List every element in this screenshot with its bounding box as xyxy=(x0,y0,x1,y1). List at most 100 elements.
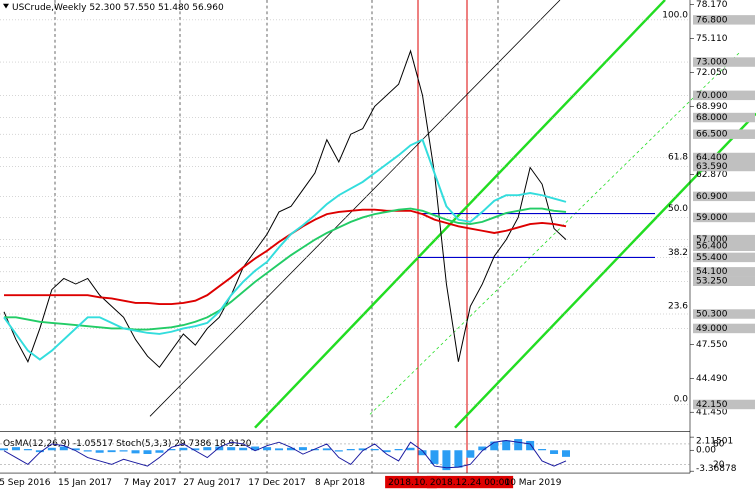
chart-title: USCrude,Weekly 52.300 57.550 51.480 56.9… xyxy=(12,3,224,13)
osma-bar xyxy=(191,448,200,451)
level-label: 66.500 xyxy=(696,130,727,140)
osma-bar xyxy=(167,449,176,451)
level-box xyxy=(693,161,755,172)
x-tick-label: 25 Sep 2016 xyxy=(0,478,51,488)
moving-average xyxy=(4,208,567,305)
level-box xyxy=(693,112,755,123)
y-tick-label: 41.450 xyxy=(696,408,727,418)
x-tick-label: 8 Apr 2018 xyxy=(315,478,365,488)
osma-bar xyxy=(227,447,236,451)
osma-bar xyxy=(466,450,475,458)
osma-bar xyxy=(59,446,68,451)
level-label: 73.000 xyxy=(696,58,727,68)
osma-bar xyxy=(538,449,547,451)
osma-bar xyxy=(346,449,355,451)
y-tick-label: 62.870 xyxy=(696,170,727,180)
x-tick-label: 15 Jan 2017 xyxy=(58,478,112,488)
osma-bar xyxy=(107,450,116,453)
moving-average xyxy=(3,138,567,361)
osma-bar xyxy=(418,450,427,456)
osma-tick-label: 0.00 xyxy=(696,446,716,456)
x-tick-label: 2018.10.0 xyxy=(388,478,434,488)
osma-bar xyxy=(155,450,164,453)
fib-label: 50.0 xyxy=(668,204,688,214)
fib-label: 100.0 xyxy=(662,11,688,21)
osma-bar xyxy=(119,450,128,452)
osma-bar xyxy=(514,439,523,451)
fib-label: 61.8 xyxy=(668,153,688,163)
level-label: 54.100 xyxy=(696,267,727,277)
osma-bar xyxy=(394,449,403,451)
osma-bar xyxy=(358,448,367,451)
level-label: 63.590 xyxy=(696,162,727,172)
level-label: 68.000 xyxy=(696,113,727,123)
level-box xyxy=(693,191,755,202)
level-label: 49.000 xyxy=(696,324,727,334)
osma-bar xyxy=(95,450,104,453)
level-label: 53.250 xyxy=(696,277,727,287)
x-tick-label: 17 Dec 2017 xyxy=(248,478,305,488)
osma-bar xyxy=(454,450,463,468)
osma-bar xyxy=(286,447,295,451)
osma-bar xyxy=(47,447,56,451)
y-tick-label: 68.990 xyxy=(696,102,727,112)
osma-bar xyxy=(442,450,451,471)
fib-label: 0.0 xyxy=(674,395,688,405)
x-tick-label: 7 May 2017 xyxy=(124,478,177,488)
level-box xyxy=(693,57,755,67)
level-label: 55.400 xyxy=(696,253,727,263)
osma-bar xyxy=(322,448,331,451)
level-box xyxy=(693,212,755,223)
osma-bar xyxy=(502,440,511,451)
level-box xyxy=(693,323,755,334)
level-label: 59.000 xyxy=(696,213,727,223)
osma-bar xyxy=(263,447,272,451)
level-box xyxy=(693,241,755,252)
osma-bar xyxy=(526,440,535,451)
fib-label: 38.2 xyxy=(668,248,688,258)
level-box xyxy=(693,129,755,139)
osma-bar xyxy=(251,446,260,451)
osma-bar xyxy=(550,450,559,454)
level-label: 50.300 xyxy=(696,310,727,320)
level-label: 76.800 xyxy=(696,15,727,25)
level-label: 42.150 xyxy=(696,400,727,410)
stoch-tick-label: 20 xyxy=(713,460,724,470)
level-box xyxy=(693,90,755,101)
osma-bar xyxy=(490,441,499,451)
osma-tick-label: -3.36878 xyxy=(696,464,736,474)
level-label: 60.900 xyxy=(696,192,727,202)
osma-bar xyxy=(203,447,212,451)
osma-bar xyxy=(370,449,379,451)
y-tick-label: 75.110 xyxy=(696,34,727,44)
osma-bar xyxy=(382,450,391,453)
price-line xyxy=(3,49,567,369)
y-tick-label: 44.490 xyxy=(696,374,727,384)
date-box xyxy=(426,475,514,489)
osma-bar xyxy=(430,450,439,464)
osma-bar xyxy=(23,449,32,451)
stoch-line xyxy=(3,440,567,469)
level-label: 56.400 xyxy=(696,242,727,252)
osma-bar xyxy=(239,447,248,451)
y-tick-label: 47.550 xyxy=(696,340,727,350)
level-label: 70.000 xyxy=(696,91,727,101)
osma-bar xyxy=(131,450,140,454)
channel-mid-line xyxy=(369,51,741,415)
level-box xyxy=(693,309,755,319)
x-tick-label: 10 Mar 2019 xyxy=(505,478,562,488)
level-box xyxy=(693,399,755,410)
osma-bar xyxy=(406,447,415,451)
level-box xyxy=(693,234,755,245)
osma-bar xyxy=(215,446,224,451)
osma-bar xyxy=(83,450,92,452)
osma-bar xyxy=(334,450,343,452)
osma-bar xyxy=(298,447,307,451)
osma-bar xyxy=(478,446,487,451)
moving-average xyxy=(4,207,567,331)
level-label: 64.400 xyxy=(696,153,727,163)
y-tick-label: 78.170 xyxy=(696,0,727,10)
level-label: 57.000 xyxy=(696,235,727,245)
